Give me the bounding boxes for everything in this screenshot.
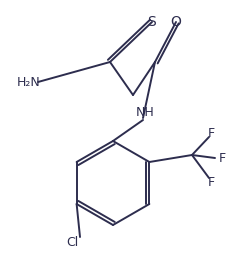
Text: F: F — [218, 152, 225, 164]
Text: NH: NH — [135, 105, 154, 119]
Text: F: F — [207, 176, 214, 189]
Text: Cl: Cl — [65, 235, 78, 248]
Text: F: F — [207, 126, 214, 140]
Text: S: S — [147, 15, 156, 29]
Text: O: O — [170, 15, 181, 29]
Text: H₂N: H₂N — [17, 76, 41, 89]
